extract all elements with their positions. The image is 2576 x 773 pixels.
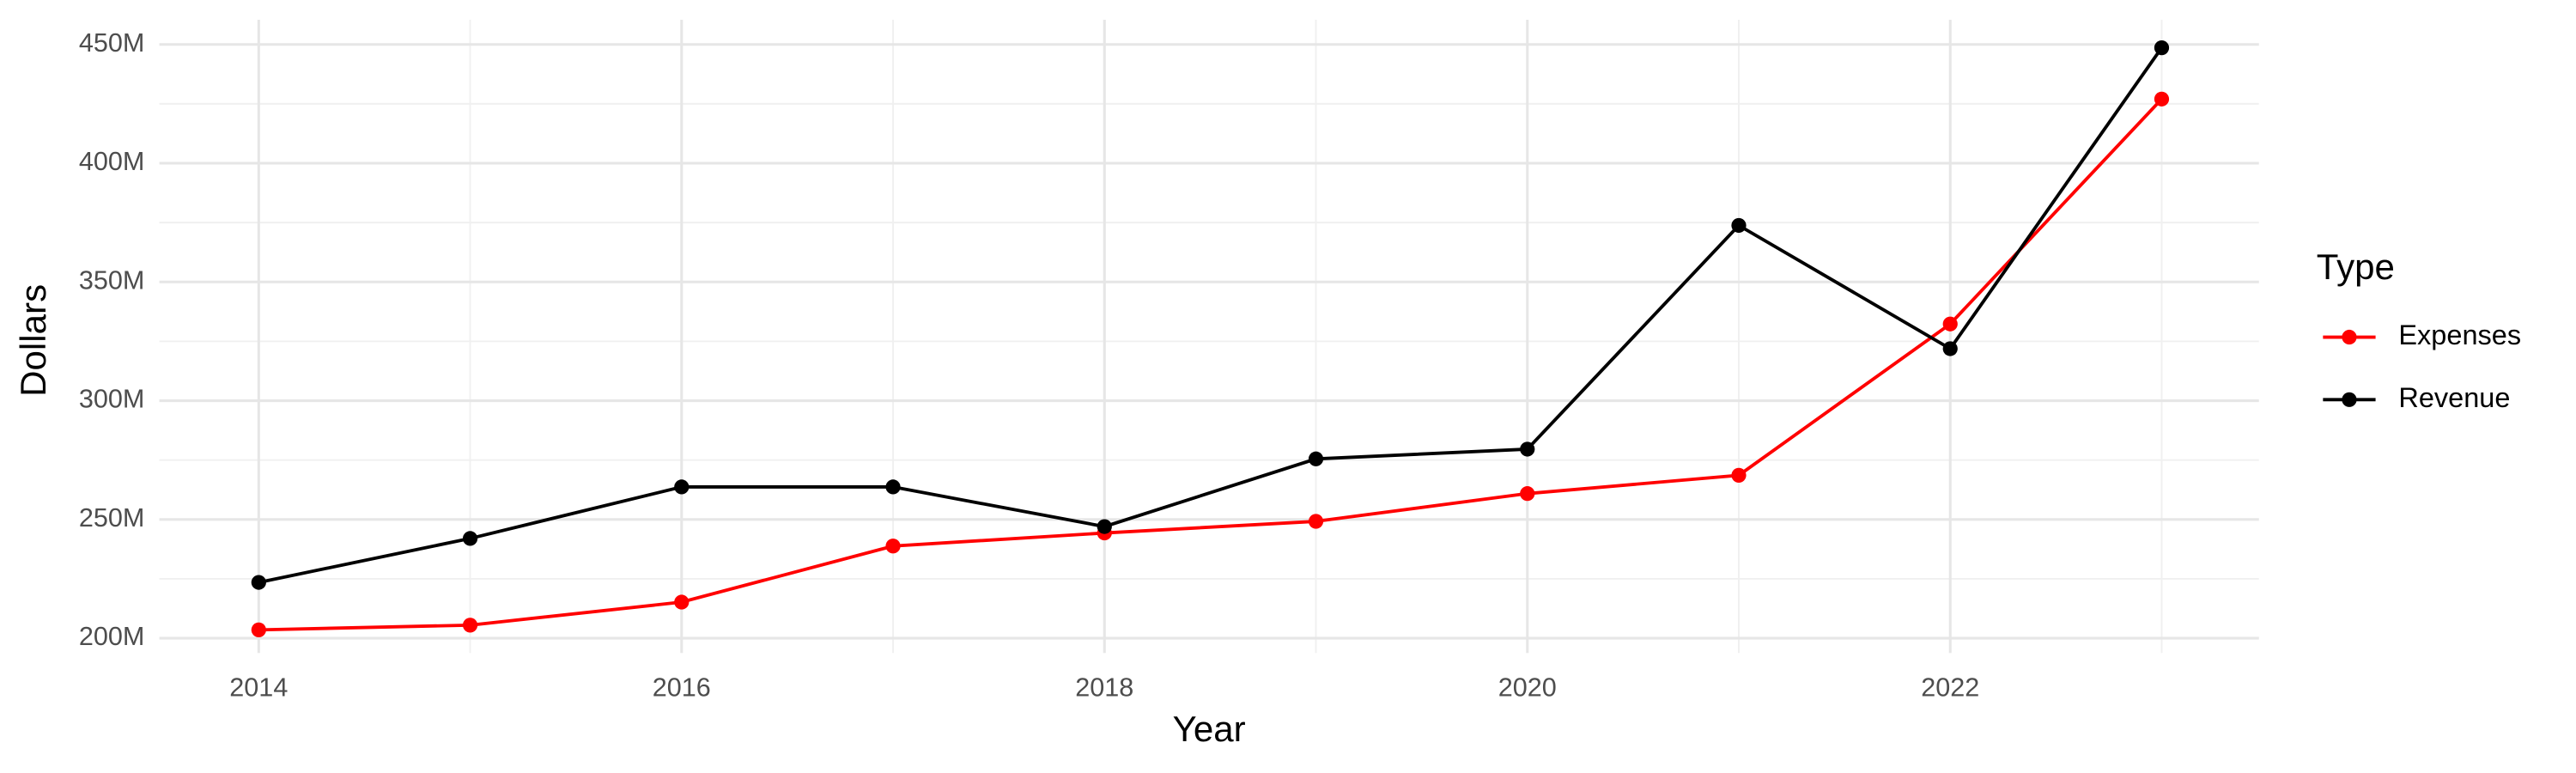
point [1731,467,1747,483]
line [258,98,2163,632]
y-tick-label: 250M [79,503,145,533]
legend-label: Expenses [2398,320,2521,350]
y-tick-label: 300M [79,385,145,414]
point [1942,316,1958,332]
y-tick-label: 350M [79,265,145,295]
y-axis-title: Dollars [13,284,53,397]
point [251,575,266,590]
y-tick-label: 450M [79,28,145,58]
point [1942,341,1958,356]
x-tick-label: 2020 [1498,673,1557,702]
point [251,622,266,638]
x-tick-label: 2018 [1075,673,1133,702]
x-axis-title: Year [1173,709,1246,749]
y-tick-label: 400M [79,147,145,176]
point [885,479,901,495]
legend-label: Revenue [2398,382,2510,413]
point [1520,441,1535,457]
legend: Expenses Revenue [2323,320,2521,413]
point [1308,514,1324,529]
x-tick-label: 2022 [1921,673,1979,702]
line [258,46,2164,584]
series [251,91,2170,638]
point [2154,91,2170,107]
point [674,479,690,495]
point [462,531,478,546]
point [2154,40,2170,56]
point [1097,519,1112,534]
point [1731,217,1747,234]
x-tick-label: 2014 [229,673,288,702]
point [1520,486,1535,502]
point [462,618,478,633]
legend-key-point [2342,329,2357,345]
legend-title: Type [2317,247,2395,287]
x-tick-label: 2016 [653,673,711,702]
point [1308,451,1324,466]
series [251,40,2170,590]
grid [159,19,2259,654]
legend-key-point [2342,392,2357,407]
point [885,539,901,554]
point [674,594,690,610]
y-tick-label: 200M [79,622,145,651]
